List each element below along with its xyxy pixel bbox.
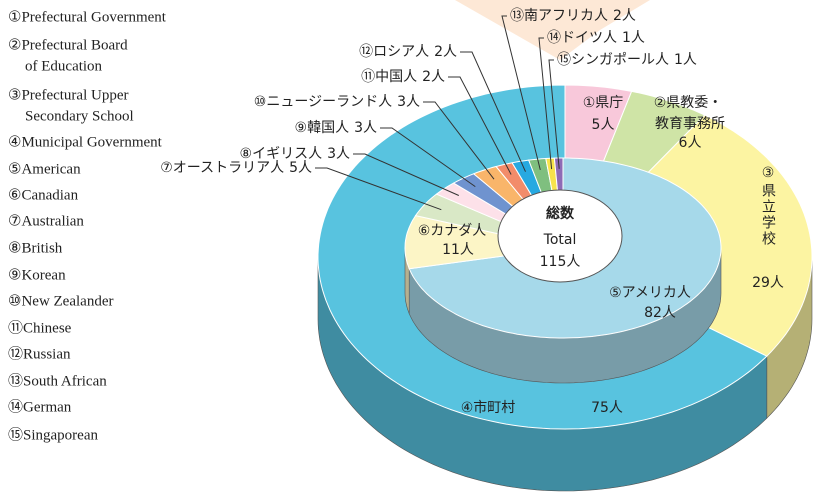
- callout-label: ⑬南アフリカ人 2人: [510, 8, 636, 24]
- slice-label: ⑦オーストラリア人: [160, 160, 284, 176]
- value-label: 3人: [327, 146, 350, 162]
- legend-item: ⑬South African: [8, 372, 107, 389]
- legend-item: ⑮Singaporean: [8, 426, 98, 443]
- value-label: 1人: [622, 30, 645, 46]
- legend-item: ②Prefectural Board: [8, 37, 128, 53]
- callout-label: ⑧イギリス人 3人: [240, 146, 350, 162]
- slice: [404, 215, 564, 270]
- callout-label: ⑦オーストラリア人 5人: [160, 160, 312, 176]
- value-label: 75人: [591, 400, 623, 416]
- value-label: 82人: [644, 305, 676, 321]
- slice-label: ③県立学校: [760, 165, 776, 247]
- slice-label: ⑫ロシア人: [359, 44, 429, 60]
- leader-line: [548, 59, 560, 169]
- slice-label: ⑬南アフリカ人: [510, 8, 608, 24]
- callout-label: ⑭ドイツ人 1人: [547, 30, 645, 46]
- legend-item: ⑦Australian: [8, 213, 84, 229]
- value-label: 29人: [752, 275, 784, 291]
- slice-label: ②県教委・: [654, 95, 723, 111]
- slice-label: ⑤アメリカ人: [609, 285, 691, 301]
- legend-item: Secondary School: [25, 108, 134, 124]
- callout-label: ⑨韓国人 3人: [295, 120, 377, 136]
- slice-label: ①県庁: [583, 95, 624, 111]
- legend-item: ⑤American: [8, 161, 81, 177]
- value-label: 5人: [289, 160, 312, 176]
- callout-label: ⑪中国人 2人: [361, 69, 445, 85]
- value-label: 3人: [397, 94, 420, 110]
- value-label: 3人: [354, 120, 377, 136]
- slice-label: ⑮シンガポール人: [557, 52, 669, 68]
- leader-line: [315, 167, 442, 211]
- value-label: 1人: [674, 52, 697, 68]
- leader-line: [380, 127, 476, 188]
- leader-line: [353, 153, 460, 196]
- value-label: 2人: [422, 69, 445, 85]
- center-subtitle: Total: [543, 232, 577, 248]
- legend-item: ⑧British: [8, 240, 63, 256]
- callout-label: ⑫ロシア人 2人: [359, 44, 457, 60]
- center-total: 115人: [540, 254, 581, 270]
- center-hole: [497, 189, 623, 283]
- center-title: 総数: [546, 205, 575, 222]
- value-label: 2人: [613, 8, 636, 24]
- legend-item: ④Municipal Government: [8, 134, 163, 150]
- value-label: 6人: [679, 135, 702, 151]
- legend-item: ③Prefectural Upper: [8, 87, 128, 103]
- legend-item: of Education: [25, 58, 103, 74]
- slice-label: 教育事務所: [655, 116, 725, 132]
- leader-line: [448, 76, 512, 175]
- legend-item: ⑪Chinese: [8, 319, 72, 336]
- callout-label: ⑮シンガポール人 1人: [557, 52, 697, 68]
- leader-line: [538, 37, 553, 170]
- slice-label: ⑥カナダ人: [418, 223, 487, 239]
- legend-item: ⑥Canadian: [8, 187, 79, 203]
- legend-item: ⑩New Zealander: [8, 293, 113, 309]
- legend-item: ⑨Korean: [8, 267, 66, 283]
- value-label: 11人: [442, 242, 474, 258]
- slice-label: ⑧イギリス人: [240, 146, 323, 162]
- slice-label: ⑨韓国人: [295, 120, 350, 136]
- legend-item: ①Prefectural Government: [8, 9, 167, 25]
- legend-item: ⑭German: [8, 398, 72, 415]
- slice-label: ④市町村: [461, 399, 516, 416]
- callout-label: ⑩ニュージーランド人 3人: [254, 94, 420, 110]
- legend-item: ⑫Russian: [8, 345, 71, 362]
- value-label: 2人: [434, 44, 457, 60]
- value-label: 5人: [592, 117, 615, 133]
- slice-label: ⑩ニュージーランド人: [254, 94, 392, 110]
- leader-line: [423, 101, 495, 180]
- leader-line: [501, 15, 541, 171]
- slice-label: ⑪中国人: [361, 69, 417, 85]
- decor-fan: [455, 0, 650, 60]
- leader-line: [460, 51, 526, 172]
- slice-label: ⑭ドイツ人: [547, 30, 617, 46]
